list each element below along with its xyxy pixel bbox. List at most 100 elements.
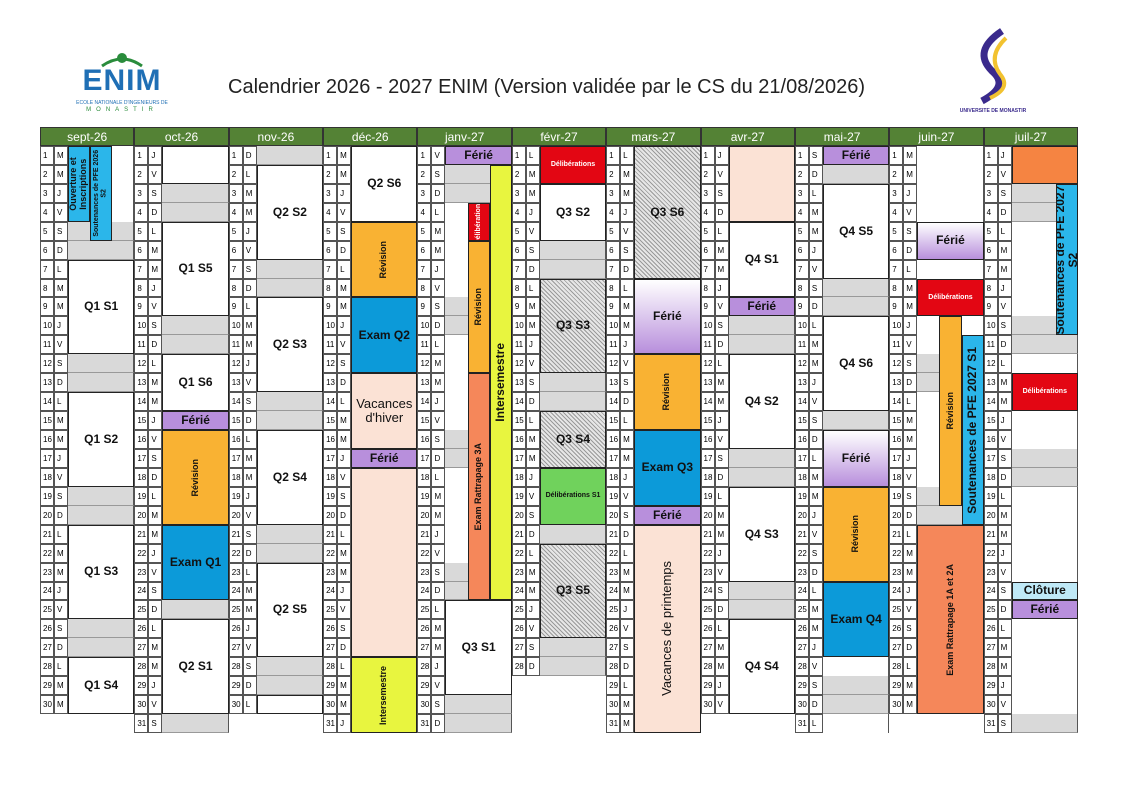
day-number: 22: [700, 543, 715, 563]
day-number: 22: [134, 543, 149, 563]
weekday: M: [242, 581, 257, 601]
day-slot: [256, 524, 324, 544]
day-slot: [822, 297, 890, 317]
day-number: 3: [417, 183, 432, 203]
day-number: 19: [134, 486, 149, 506]
day-number: 17: [983, 448, 998, 468]
day-number: 20: [983, 505, 998, 525]
weekday: M: [903, 676, 918, 696]
weekday: V: [148, 562, 163, 582]
day-number: 11: [511, 335, 526, 355]
day-number: 9: [794, 297, 809, 317]
event-label: Exam Q3: [641, 460, 694, 475]
day-number: 21: [40, 524, 54, 544]
weekday: L: [714, 221, 729, 241]
weekday: J: [997, 411, 1012, 431]
weekday: M: [54, 297, 68, 317]
weekday: S: [148, 316, 163, 336]
day-number: 5: [700, 221, 715, 241]
day-number: 15: [323, 411, 338, 431]
weekday: M: [525, 430, 540, 449]
weekday: M: [808, 335, 823, 355]
day-number: 18: [40, 467, 54, 487]
day-number: 7: [794, 259, 809, 279]
day-number: 20: [794, 505, 809, 525]
day-number: 3: [511, 183, 526, 203]
day-number: 3: [134, 183, 149, 203]
day-number: 10: [323, 316, 338, 336]
day-number: 28: [323, 657, 338, 677]
day-number: 26: [417, 619, 432, 639]
month-header: nov-26: [228, 127, 324, 146]
day-number: 13: [40, 373, 54, 393]
calendar-event: Q1 S6: [162, 354, 229, 412]
day-number: 27: [889, 638, 904, 658]
weekday: M: [525, 581, 540, 601]
event-label: Q2 S5: [272, 602, 307, 617]
weekday: S: [525, 505, 540, 525]
day-number: 6: [794, 240, 809, 260]
weekday: D: [148, 467, 163, 487]
day-number: 10: [889, 316, 904, 336]
weekday: V: [242, 240, 257, 260]
weekday: M: [903, 695, 918, 715]
day-number: 26: [889, 619, 904, 639]
day-number: 18: [417, 467, 432, 487]
day-number: 10: [228, 316, 243, 336]
day-number: 16: [889, 430, 904, 449]
day-number: 9: [134, 297, 149, 317]
weekday: V: [148, 695, 163, 715]
weekday: M: [337, 411, 352, 431]
event-label: Q3 S2: [555, 204, 590, 219]
day-number: 23: [511, 562, 526, 582]
event-label: Délibérations: [1022, 388, 1067, 396]
calendar-event: Q1 S2: [68, 392, 135, 487]
weekday: M: [997, 505, 1012, 525]
weekday: M: [808, 467, 823, 487]
event-label: Férié: [181, 412, 210, 427]
weekday: L: [525, 278, 540, 298]
day-slot: [1012, 354, 1078, 374]
day-number: 26: [134, 619, 149, 639]
weekday: S: [714, 316, 729, 336]
day-number: 2: [323, 164, 338, 184]
day-number: 3: [700, 183, 715, 203]
day-number: 20: [889, 505, 904, 525]
day-number: 19: [794, 486, 809, 506]
day-number: 11: [40, 335, 54, 355]
weekday: M: [620, 164, 635, 184]
day-slot: [917, 164, 984, 184]
day-number: 7: [417, 259, 432, 279]
day-number: 14: [700, 392, 715, 412]
event-label: Q3 S1: [461, 640, 496, 655]
calendar-event: Q2 S2: [256, 164, 324, 260]
calendar-event: Férié: [822, 430, 890, 487]
day-number: 12: [228, 354, 243, 374]
day-number: 6: [228, 240, 243, 260]
day-number: 16: [228, 430, 243, 449]
day-number: 8: [983, 278, 998, 298]
day-number: 15: [134, 411, 149, 431]
calendar-event: Révision: [467, 240, 490, 374]
weekday: M: [337, 146, 352, 165]
day-number: 23: [700, 562, 715, 582]
day-number: 27: [134, 638, 149, 658]
event-label: Soutenances de PFE 2026 S2: [93, 149, 109, 237]
day-number: 12: [983, 354, 998, 374]
weekday: S: [714, 448, 729, 468]
day-slot: [539, 373, 607, 393]
day-number: 19: [40, 486, 54, 506]
day-slot: [256, 676, 324, 696]
day-slot: [1012, 657, 1078, 677]
day-number: 24: [323, 581, 338, 601]
weekday: L: [148, 354, 163, 374]
day-number: 20: [606, 505, 621, 525]
weekday: V: [714, 430, 729, 449]
weekday: M: [337, 430, 352, 449]
weekday: V: [997, 430, 1012, 449]
day-slot: [68, 202, 135, 222]
day-number: 17: [511, 448, 526, 468]
event-label: Q1 S1: [84, 299, 119, 314]
day-number: 25: [40, 600, 54, 620]
day-number: 26: [323, 619, 338, 639]
